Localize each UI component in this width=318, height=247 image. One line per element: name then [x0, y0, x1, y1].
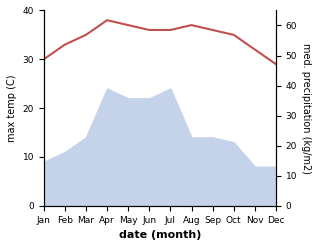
- X-axis label: date (month): date (month): [119, 230, 201, 240]
- Y-axis label: max temp (C): max temp (C): [7, 74, 17, 142]
- Y-axis label: med. precipitation (kg/m2): med. precipitation (kg/m2): [301, 43, 311, 174]
